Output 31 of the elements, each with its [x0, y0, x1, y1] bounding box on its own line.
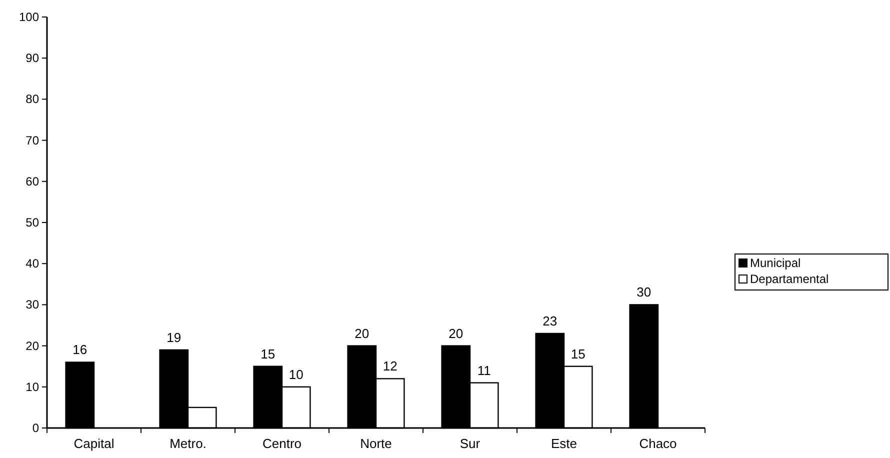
data-label: 15 [260, 346, 276, 362]
data-label: 11 [477, 362, 491, 378]
y-tick-label: 0 [32, 421, 40, 435]
data-label: 30 [636, 284, 652, 300]
y-tick-label: 60 [26, 174, 40, 188]
x-tick-label: Chaco [639, 436, 677, 451]
data-label: 16 [72, 342, 88, 358]
data-label: 23 [542, 313, 558, 328]
y-tick-label: 50 [26, 216, 40, 230]
y-tick-label: 10 [26, 380, 40, 394]
y-tick-label: 80 [26, 92, 40, 106]
data-label: 20 [448, 326, 464, 341]
legend-label: Departamental [750, 272, 829, 286]
x-tick-label: Capital [74, 436, 114, 451]
y-tick-label: 40 [26, 256, 40, 271]
data-label: 10 [288, 366, 304, 382]
x-tick-label: Norte [360, 436, 392, 451]
data-label: 15 [570, 346, 586, 362]
y-tick-label: 100 [18, 10, 40, 24]
y-tick-label: 20 [26, 338, 40, 353]
y-tick-label: 70 [26, 133, 40, 148]
data-label: 19 [166, 330, 182, 345]
x-tick-label: Este [550, 436, 578, 451]
x-tick-label: Sur [460, 436, 481, 451]
x-tick-label: Centro [262, 436, 302, 451]
legend-label: Municipal [750, 256, 801, 270]
x-tick-label: Metro. [170, 436, 206, 451]
data-label: 20 [354, 326, 370, 341]
data-label: 12 [382, 358, 398, 374]
y-tick-label: 90 [26, 51, 40, 66]
y-tick-label: 30 [26, 298, 40, 312]
